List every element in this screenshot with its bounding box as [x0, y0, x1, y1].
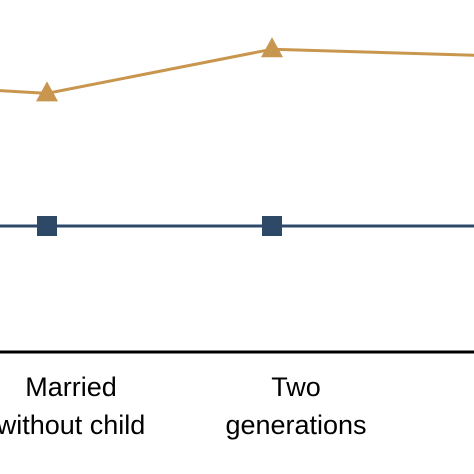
series-0-marker-1	[36, 81, 58, 102]
series-0-line	[0, 47, 474, 95]
x-tick-label-1-line-1: without child	[0, 410, 145, 440]
series-1-marker-2	[262, 216, 282, 236]
x-tick-label-2-line-1: generations	[225, 410, 366, 440]
series-0-marker-2	[261, 37, 283, 58]
x-tick-label-2-line-0: Two	[271, 372, 321, 402]
series-layer	[0, 37, 474, 236]
x-tick-label-1-line-0: Married	[25, 372, 117, 402]
series-1-marker-1	[37, 216, 57, 236]
